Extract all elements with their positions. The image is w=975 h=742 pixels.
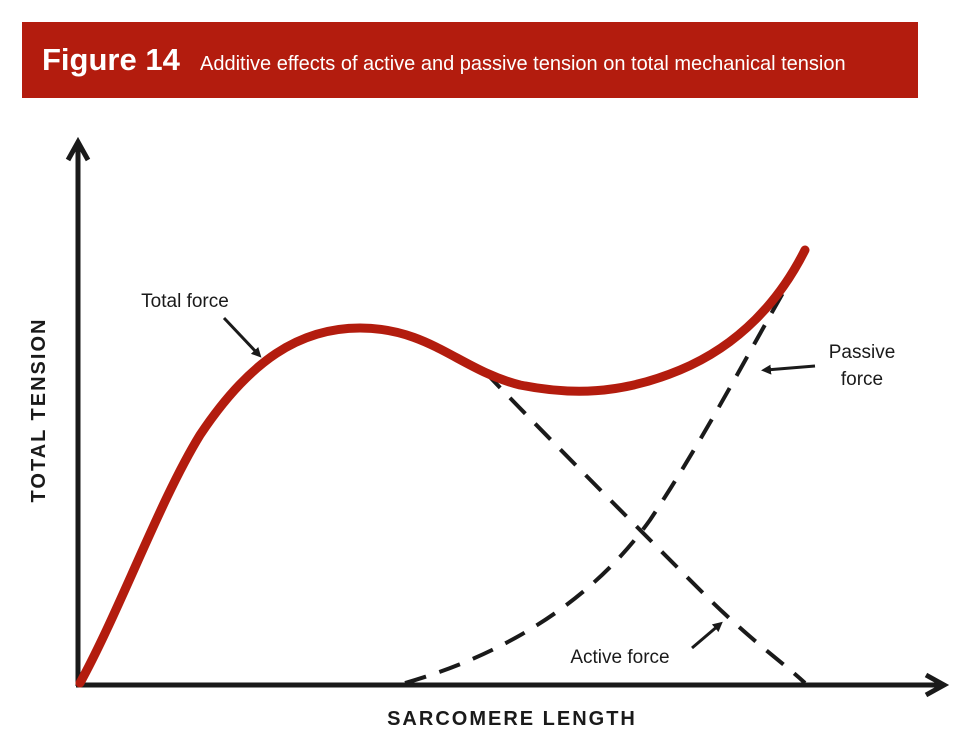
total-arrow — [222, 316, 262, 358]
passive-curve — [404, 253, 807, 685]
total-curve — [75, 245, 810, 688]
y-axis-label: TOTAL TENSION — [28, 318, 50, 503]
figure-title: Additive effects of active and passive t… — [200, 53, 846, 75]
header-bar — [22, 22, 918, 98]
x-axis-label: SARCOMERE LENGTH — [387, 708, 637, 730]
x-axis — [76, 672, 950, 698]
passive-label: Passive — [829, 342, 896, 363]
figure-number: Figure 14 — [42, 42, 181, 77]
total-label: Total force — [141, 291, 229, 312]
active-label: Active force — [570, 647, 669, 668]
passive-arrow — [761, 364, 816, 375]
passive-label: force — [841, 369, 883, 390]
active-arrow — [691, 621, 723, 650]
y-axis — [65, 136, 91, 686]
active-curve — [483, 370, 807, 685]
